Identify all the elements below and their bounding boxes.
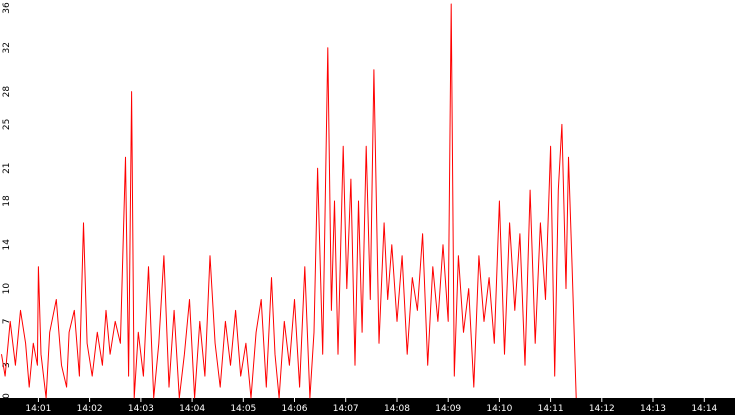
series-line (1, 3, 577, 399)
y-tick-label: 25 (2, 119, 12, 130)
y-tick-label: 10 (2, 283, 12, 295)
x-tick-label: 14:14 (691, 404, 717, 414)
x-tick-label: 14:13 (640, 404, 666, 414)
x-tick-label: 14:03 (128, 404, 154, 414)
y-tick-label: 14 (2, 239, 12, 251)
x-tick-label: 14:07 (333, 404, 359, 414)
y-tick-label: 7 (2, 319, 12, 325)
y-tick-label: 3 (2, 362, 12, 368)
x-axis-bar (0, 398, 735, 415)
x-tick-label: 14:09 (435, 404, 461, 414)
y-tick-label: 36 (2, 2, 12, 14)
x-tick-label: 14:10 (486, 404, 512, 414)
y-tick-label: 28 (2, 86, 12, 98)
x-tick-label: 14:12 (589, 404, 615, 414)
y-axis: 0 3 7 10 14 18 21 25 28 32 36 (2, 2, 12, 399)
y-tick-label: 32 (2, 42, 12, 53)
x-axis: 14:01 14:02 14:03 14:04 14:05 14:06 14:07 14:08… (25, 398, 718, 414)
x-tick-label: 14:01 (25, 404, 51, 414)
series-layer (1, 3, 577, 399)
x-tick-label: 14:11 (538, 404, 564, 414)
x-tick-label: 14:02 (77, 404, 103, 414)
y-tick-label: 0 (2, 393, 12, 399)
y-tick-label: 18 (2, 195, 12, 207)
x-tick-label: 14:04 (179, 404, 205, 414)
x-tick-label: 14:05 (230, 404, 256, 414)
y-tick-label: 21 (2, 162, 12, 173)
x-tick-label: 14:06 (282, 404, 308, 414)
x-tick-label: 14:08 (384, 404, 410, 414)
